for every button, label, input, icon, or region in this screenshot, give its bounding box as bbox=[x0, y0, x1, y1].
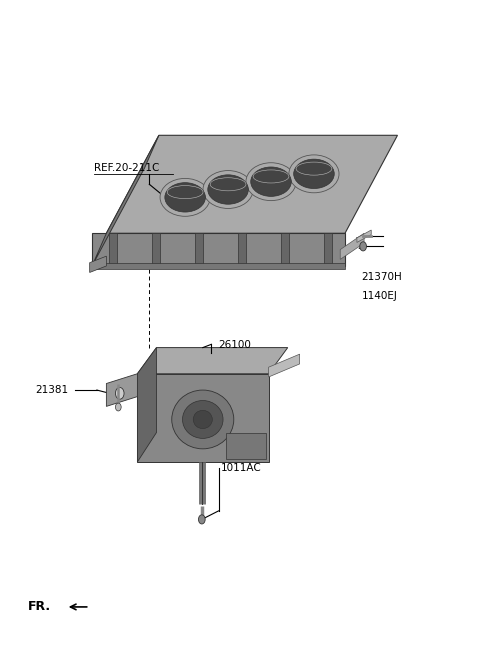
Polygon shape bbox=[92, 135, 159, 266]
Text: REF.20-211C: REF.20-211C bbox=[95, 163, 160, 173]
Ellipse shape bbox=[193, 410, 212, 428]
Polygon shape bbox=[92, 262, 345, 269]
Polygon shape bbox=[238, 234, 246, 266]
Ellipse shape bbox=[203, 171, 253, 209]
Text: 26100: 26100 bbox=[218, 340, 252, 350]
Text: 21370H: 21370H bbox=[362, 272, 402, 282]
Text: FR.: FR. bbox=[28, 600, 51, 613]
Ellipse shape bbox=[165, 182, 205, 212]
Circle shape bbox=[360, 242, 366, 251]
Polygon shape bbox=[137, 374, 269, 462]
Ellipse shape bbox=[289, 155, 339, 193]
Text: 1011AC: 1011AC bbox=[221, 463, 262, 474]
Ellipse shape bbox=[172, 390, 234, 449]
Ellipse shape bbox=[294, 159, 334, 188]
Polygon shape bbox=[107, 374, 137, 406]
Circle shape bbox=[116, 403, 121, 411]
Circle shape bbox=[116, 388, 124, 400]
Polygon shape bbox=[340, 234, 364, 259]
Polygon shape bbox=[269, 354, 300, 377]
Polygon shape bbox=[324, 234, 332, 266]
Polygon shape bbox=[195, 234, 203, 266]
Ellipse shape bbox=[251, 167, 291, 196]
Polygon shape bbox=[90, 256, 107, 272]
Polygon shape bbox=[137, 348, 156, 462]
Text: 21381: 21381 bbox=[35, 385, 68, 395]
Circle shape bbox=[199, 515, 205, 524]
Polygon shape bbox=[107, 135, 397, 234]
Polygon shape bbox=[92, 234, 345, 266]
Ellipse shape bbox=[246, 163, 296, 201]
Text: 1140EJ: 1140EJ bbox=[362, 291, 397, 301]
Polygon shape bbox=[281, 234, 289, 266]
Polygon shape bbox=[357, 230, 371, 243]
Ellipse shape bbox=[208, 174, 248, 204]
Polygon shape bbox=[109, 234, 117, 266]
Ellipse shape bbox=[182, 401, 223, 438]
Polygon shape bbox=[152, 234, 160, 266]
Ellipse shape bbox=[160, 178, 210, 216]
Polygon shape bbox=[137, 348, 288, 374]
Polygon shape bbox=[226, 432, 266, 459]
